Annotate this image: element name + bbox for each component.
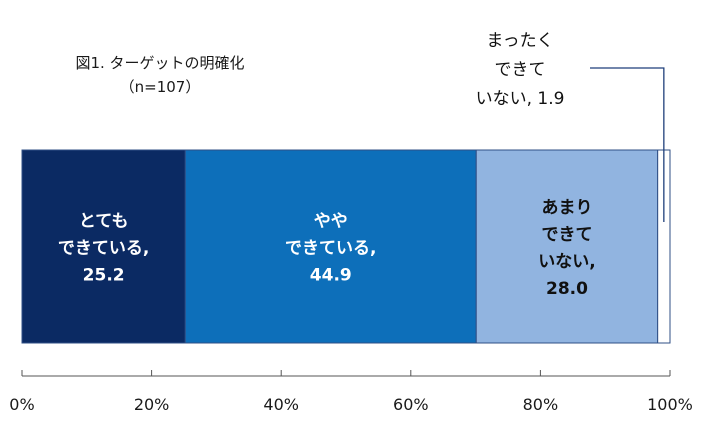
- x-tick-label-0: 0%: [9, 395, 34, 414]
- bar-segment-2: [475, 149, 659, 344]
- segment-label-2-0: あまり: [541, 198, 592, 218]
- callout-label-3-0: まったく: [486, 31, 553, 51]
- chart-subtitle: （n=107）: [119, 78, 201, 96]
- segment-label-2-2: いない,: [538, 252, 595, 272]
- x-tick-label-1: 20%: [134, 395, 170, 414]
- segment-label-1-1: できている,: [285, 239, 376, 259]
- bar-segment-0: [21, 149, 186, 344]
- segment-label-1-2: 44.9: [310, 266, 352, 286]
- x-tick-label-2: 40%: [263, 395, 299, 414]
- callout-leader-line: [590, 67, 665, 222]
- chart-title: 図1. ターゲットの明確化: [75, 54, 245, 72]
- segment-label-1-0: やや: [314, 212, 348, 232]
- segment-label-0-1: できている,: [58, 239, 149, 259]
- x-tick-label-5: 100%: [647, 395, 693, 414]
- callout-label-3-1: できて: [495, 60, 546, 80]
- callout-label-3-2: いない, 1.9: [476, 89, 565, 109]
- segment-label-0-0: とても: [79, 212, 129, 232]
- x-tick-label-4: 80%: [523, 395, 559, 414]
- segment-label-2-1: できて: [541, 225, 592, 245]
- segment-label-2-3: 28.0: [546, 279, 588, 299]
- x-tick-label-3: 60%: [393, 395, 429, 414]
- segment-label-0-2: 25.2: [83, 266, 125, 286]
